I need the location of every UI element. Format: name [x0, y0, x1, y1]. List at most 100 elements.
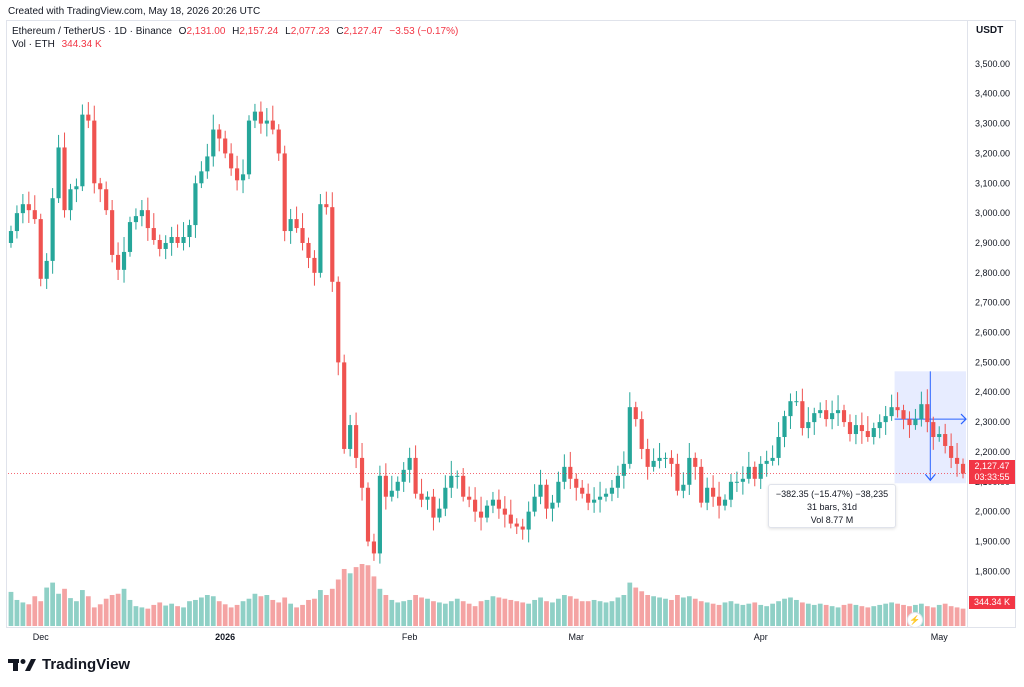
candle-body: [395, 481, 400, 491]
volume-bar: [556, 598, 561, 626]
high-label: H: [232, 26, 240, 37]
x-tick-label: Apr: [754, 632, 768, 642]
candle-body: [342, 362, 347, 449]
volume-bar: [645, 595, 651, 626]
volume-label[interactable]: Vol · ETH: [12, 39, 55, 50]
candle-body: [943, 434, 948, 446]
volume-bar: [163, 605, 169, 626]
volume-bar: [538, 597, 543, 626]
candle-body: [193, 183, 198, 226]
volume-bar: [960, 608, 966, 626]
y-tick-label: 2,500.00: [975, 357, 1010, 367]
candle-body: [877, 422, 882, 429]
volume-bar: [633, 587, 639, 626]
candle-body: [300, 228, 305, 243]
candle-body: [50, 198, 55, 261]
created-with-caption: Created with TradingView.com, May 18, 20…: [8, 6, 261, 17]
volume-bar: [294, 607, 299, 626]
y-tick-label: 2,700.00: [975, 298, 1010, 308]
volume-bar: [776, 601, 781, 626]
candle-body: [336, 281, 341, 363]
low-value: 2,077.23: [290, 26, 330, 37]
currency-label[interactable]: USDT: [976, 25, 1004, 36]
candle-body: [389, 490, 394, 497]
symbol-name[interactable]: Ethereum / TetherUS · 1D · Binance: [12, 26, 172, 37]
candle-body: [151, 228, 156, 240]
volume-bar: [805, 603, 811, 626]
candle-body: [26, 204, 31, 211]
candle-body: [526, 511, 531, 530]
candle-body: [907, 419, 912, 426]
volume-bar: [770, 603, 775, 626]
volume-bar: [692, 598, 698, 626]
volume-bar: [234, 604, 240, 626]
y-tick-label: 2,900.00: [975, 238, 1010, 248]
volume-bar: [204, 595, 210, 626]
legend-volume-row: Vol · ETH 344.34 K: [12, 38, 458, 51]
volume-bar: [425, 598, 430, 626]
high-value: 2,157.24: [239, 26, 279, 37]
candle-body: [550, 502, 555, 509]
last-price-badge: 2,127.47 03:33:55: [969, 460, 1015, 484]
candle-body: [663, 457, 668, 459]
candle-body: [502, 508, 507, 515]
volume-bar: [651, 596, 656, 626]
volume-bar: [722, 602, 728, 626]
last-volume-badge: 344.34 K: [969, 596, 1015, 609]
candle-body: [104, 189, 109, 211]
volume-bar: [216, 601, 222, 626]
measure-change: −382.35 (−15.47%) −38,235: [775, 489, 889, 499]
candle-body: [859, 425, 864, 432]
volume-bar: [26, 604, 32, 626]
candle-body: [312, 257, 317, 273]
candle-body: [264, 120, 269, 124]
volume-bar: [627, 582, 633, 626]
time-axis-divider: [6, 627, 968, 628]
measure-right-arrow-icon: [960, 413, 967, 425]
volume-bar: [758, 604, 764, 626]
volume-bar: [716, 604, 722, 626]
volume-bar: [365, 565, 371, 626]
volume-bar: [199, 597, 204, 626]
volume-bar: [698, 601, 704, 626]
candle-body: [711, 487, 716, 497]
lightning-icon[interactable]: ⚡: [907, 612, 923, 628]
volume-bar: [466, 603, 472, 626]
candle-body: [925, 404, 930, 423]
volume-bar: [44, 587, 50, 626]
volume-bar: [20, 602, 26, 626]
legend-ohlc-row: Ethereum / TetherUS · 1D · Binance O2,13…: [12, 25, 458, 38]
volume-bar: [728, 601, 734, 626]
candle-body: [520, 526, 525, 530]
volume-bar: [502, 598, 508, 626]
close-label: C: [336, 26, 344, 37]
volume-bar: [794, 599, 799, 626]
volume-bar: [210, 596, 216, 626]
candle-body: [461, 475, 466, 497]
volume-bar: [883, 603, 889, 626]
candle-body: [532, 496, 537, 512]
candle-body: [407, 457, 412, 470]
candle-body: [62, 147, 67, 211]
volume-bar: [282, 597, 288, 626]
candle-body: [645, 448, 650, 467]
volume-bar: [270, 599, 276, 626]
last-price-value: 2,127.47: [974, 461, 1010, 471]
candle-body: [865, 431, 870, 438]
x-tick-label: 2026: [215, 632, 235, 642]
candle-body: [633, 407, 638, 420]
tradingview-logo-icon: [8, 658, 36, 671]
volume-bar: [127, 599, 133, 626]
candle-body: [960, 463, 966, 474]
candle-body: [449, 475, 454, 488]
y-tick-label: 2,800.00: [975, 268, 1010, 278]
volume-bar: [573, 598, 579, 626]
candle-body: [246, 120, 252, 175]
volume-bar: [121, 588, 127, 626]
volume-bar: [187, 601, 192, 626]
volume-bar: [133, 606, 139, 626]
candle-body: [437, 508, 442, 518]
volume-bar: [639, 591, 645, 626]
candle-body: [365, 487, 371, 542]
